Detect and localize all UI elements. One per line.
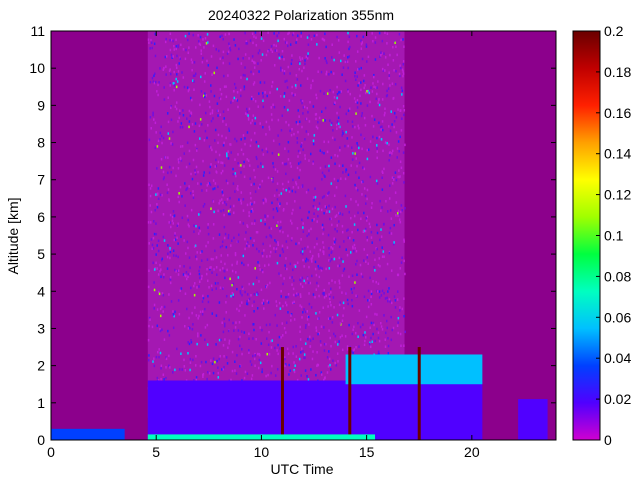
colorbar-tick-label: 0.12 [604, 187, 631, 203]
y-tick: 9 [37, 97, 556, 113]
y-tick-label: 3 [37, 320, 45, 336]
y-tick-label: 1 [37, 395, 45, 411]
colorbar-tick-label: 0.16 [604, 105, 631, 121]
colorbar-tick: 0.16 [596, 105, 631, 121]
y-tick-label: 6 [37, 209, 45, 225]
colorbar-tick-label: 0.14 [604, 146, 631, 162]
x-tick-label: 0 [47, 444, 55, 460]
colorbar-tick-label: 0 [604, 432, 612, 448]
colorbar-tick: 0.02 [596, 391, 631, 407]
chart-title: 20240322 Polarization 355nm [208, 7, 394, 23]
colorbar [572, 30, 601, 441]
y-tick: 4 [37, 283, 556, 299]
plot-area [51, 31, 556, 440]
heatmap-feature [518, 399, 548, 440]
y-tick: 7 [37, 172, 556, 188]
y-tick: 3 [37, 320, 556, 336]
colorbar-tick: 0.18 [596, 64, 631, 80]
y-tick-label: 2 [37, 358, 45, 374]
y-tick: 11 [30, 23, 556, 39]
x-axis: 0 5 10 15 20 [47, 31, 480, 460]
x-tick-label: 5 [152, 444, 160, 460]
colorbar-tick: 0.14 [596, 146, 631, 162]
colorbar-tick: 0.2 [596, 23, 624, 39]
colorbar-tick-label: 0.2 [604, 23, 624, 39]
x-tick-label: 20 [464, 444, 480, 460]
heatmap-feature [280, 347, 421, 440]
x-axis-label: UTC Time [271, 461, 334, 477]
colorbar-tick-label: 0.06 [604, 309, 631, 325]
y-tick-label: 10 [29, 60, 45, 76]
x-tick: 5 [152, 31, 160, 460]
x-tick: 10 [254, 31, 270, 460]
colorbar-tick: 0.08 [596, 268, 631, 284]
colorbar-tick-label: 0.18 [604, 64, 631, 80]
colorbar-tick: 0.1 [596, 228, 624, 244]
heatmap-feature [51, 428, 125, 440]
colorbar-tick: 0 [596, 432, 612, 448]
colorbar-tick: 0.12 [596, 187, 631, 203]
x-tick: 0 [47, 31, 55, 460]
plot-frame [50, 30, 557, 441]
y-tick: 6 [37, 209, 556, 225]
y-tick: 8 [37, 135, 556, 151]
depolarization-column [348, 347, 352, 440]
colorbar-tick: 0.06 [596, 309, 631, 325]
y-axis-label: Altitude [km] [5, 197, 21, 274]
y-tick-label: 9 [37, 97, 45, 113]
y-tick-label: 0 [37, 432, 45, 448]
x-tick: 15 [359, 31, 375, 460]
y-tick: 10 [29, 60, 556, 76]
heatmap-feature [147, 380, 483, 440]
depolarization-column [280, 347, 284, 440]
y-tick: 2 [37, 358, 556, 374]
colorbar-tick: 0.04 [596, 350, 631, 366]
y-axis: 0 1 2 3 4 5 6 7 8 9 10 11 [29, 23, 556, 448]
x-tick-label: 15 [359, 444, 375, 460]
y-tick-label: 4 [37, 283, 45, 299]
y-tick-label: 5 [37, 246, 45, 262]
x-tick: 20 [464, 31, 480, 460]
x-tick-label: 10 [254, 444, 270, 460]
colorbar-tick-label: 0.04 [604, 350, 631, 366]
y-tick-label: 7 [37, 172, 45, 188]
colorbar-tick-label: 0.08 [604, 268, 631, 284]
colorbar-tick-label: 0.1 [604, 228, 624, 244]
colorbar-axis: 0 0.02 0.04 0.06 0.08 0.1 0.12 0.14 0.16 0.18 0.2 [596, 23, 631, 448]
y-tick: 5 [37, 246, 556, 262]
heatmap-feature [345, 354, 483, 385]
depolarization-column [417, 347, 421, 440]
y-tick-label: 11 [30, 23, 45, 39]
colorbar-tick-label: 0.02 [604, 391, 631, 407]
y-tick: 0 [37, 432, 556, 448]
y-tick-label: 8 [37, 135, 45, 151]
y-tick: 1 [37, 395, 556, 411]
heatmap-feature [147, 31, 406, 421]
